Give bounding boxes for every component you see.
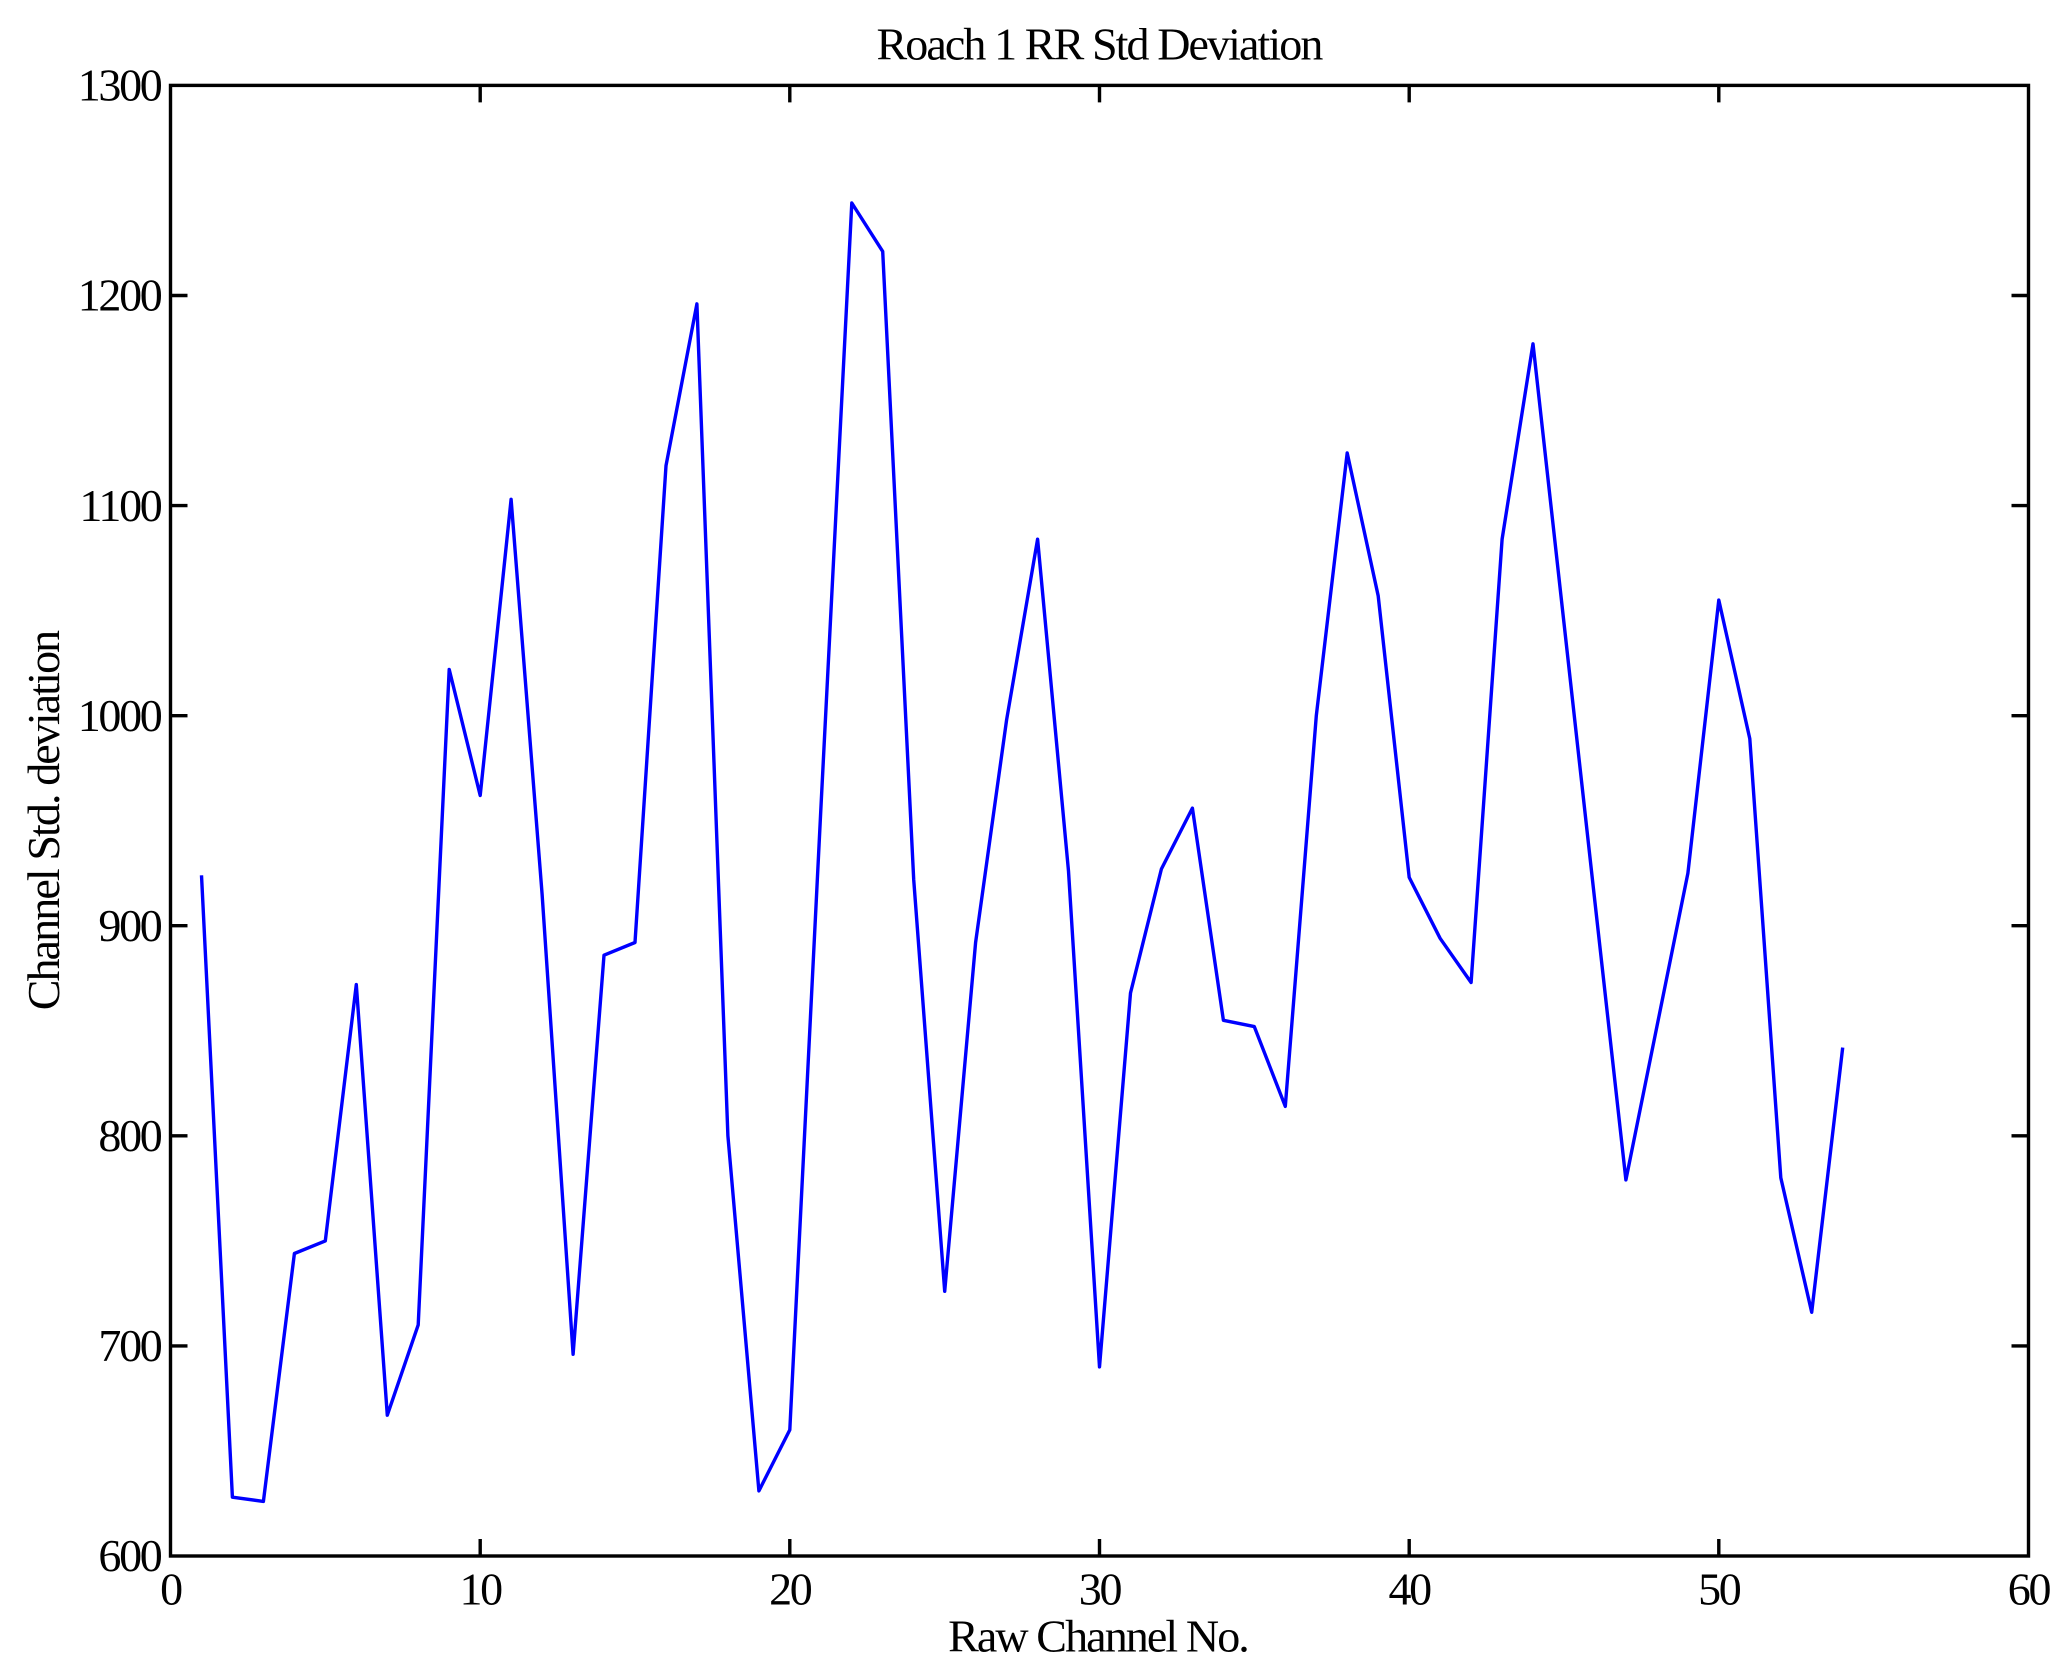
svg-text:40: 40 [1388,1564,1431,1615]
svg-text:1200: 1200 [78,270,162,321]
svg-text:0: 0 [160,1564,182,1615]
svg-text:50: 50 [1698,1564,1741,1615]
svg-text:10: 10 [459,1564,502,1615]
svg-text:700: 700 [98,1320,161,1371]
svg-text:20: 20 [769,1564,812,1615]
svg-text:900: 900 [98,900,161,951]
svg-text:60: 60 [2008,1564,2051,1615]
svg-text:Raw Channel No.: Raw Channel No. [948,1610,1248,1661]
svg-text:1000: 1000 [78,690,162,741]
svg-text:Channel Std. deviation: Channel Std. deviation [18,630,69,1010]
svg-text:30: 30 [1079,1564,1122,1615]
svg-text:1100: 1100 [79,480,161,531]
svg-text:600: 600 [98,1530,161,1581]
svg-text:1300: 1300 [78,60,162,111]
svg-text:800: 800 [98,1110,161,1161]
svg-text:Roach 1 RR Std Deviation: Roach 1 RR Std Deviation [876,19,1323,70]
